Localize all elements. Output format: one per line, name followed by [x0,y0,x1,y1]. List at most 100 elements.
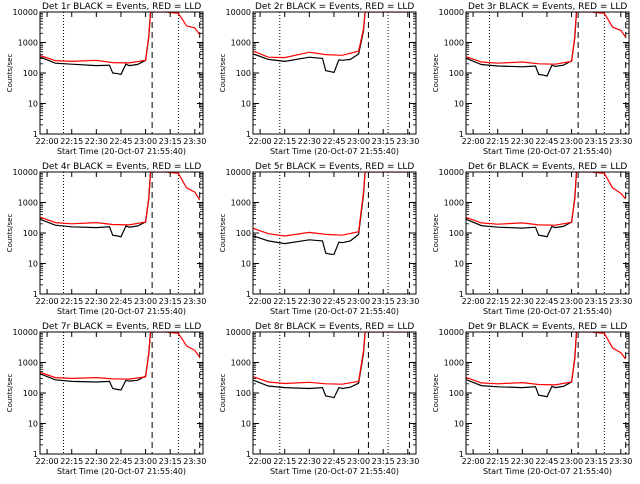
x-tick-label: 22:45 [109,137,132,146]
x-tick-label: 22:30 [511,137,534,146]
x-tick-label: 23:00 [560,137,583,146]
panel-title: Det 7r BLACK = Events, RED = LLD [42,322,201,332]
y-axis-label: Counts/sec [219,214,227,253]
plot-frame [39,11,204,135]
y-tick-label: 10000 [439,328,464,337]
y-tick-label: 1000 [18,359,38,368]
series-lld-line [466,172,627,226]
x-tick-label: 23:15 [159,137,182,146]
x-tick-label: 22:00 [462,137,485,146]
panel-5: Det 5r BLACK = Events, RED = LLD Counts/s… [219,162,419,316]
x-tick-label: 22:30 [85,137,108,146]
y-tick-label: 1 [459,290,464,299]
x-tick-label: 22:15 [273,297,296,306]
x-tick-label: 22:30 [298,297,321,306]
y-axis-label: Counts/sec [219,374,227,413]
x-tick-label: 22:00 [249,457,272,466]
x-tick-label: 22:15 [486,137,509,146]
series-events-line [466,332,578,398]
x-tick-label: 23:00 [347,457,370,466]
x-tick-label: 22:45 [109,297,132,306]
x-tick-label: 22:15 [486,457,509,466]
y-tick-label: 1 [33,130,38,139]
y-tick-label: 10000 [226,8,251,17]
x-tick-label: 23:30 [183,457,206,466]
y-tick-label: 10000 [13,168,38,177]
y-tick-label: 1000 [231,199,251,208]
series-events-line [253,172,366,255]
x-axis-label: Start Time (20-Oct-07 21:55:40) [57,307,186,316]
panel-8: Det 8r BLACK = Events, RED = LLD Counts/s… [219,322,419,476]
x-tick-label: 23:00 [134,137,157,146]
panel-9: Det 9r BLACK = Events, RED = LLD Counts/s… [432,322,632,476]
x-tick-label: 23:15 [585,297,608,306]
x-tick-label: 22:45 [535,137,558,146]
x-tick-label: 22:45 [535,457,558,466]
y-tick-label: 10000 [439,8,464,17]
x-tick-label: 22:15 [60,457,83,466]
panel-title: Det 1r BLACK = Events, RED = LLD [42,2,201,12]
x-tick-label: 23:30 [609,457,632,466]
y-tick-label: 1 [246,450,251,459]
plot-frame [465,331,630,455]
x-tick-label: 23:30 [609,297,632,306]
y-tick-label: 10000 [226,328,251,337]
x-tick-label: 22:45 [109,457,132,466]
y-tick-label: 10 [241,100,251,109]
y-axis-label: Counts/sec [6,214,14,253]
series-lld-line [253,12,413,59]
x-tick-label: 22:15 [60,297,83,306]
panel-4: Det 4r BLACK = Events, RED = LLD Counts/s… [6,162,206,316]
x-tick-label: 22:00 [462,297,485,306]
y-tick-label: 10000 [226,168,251,177]
y-tick-label: 1000 [18,199,38,208]
x-tick-label: 23:00 [134,457,157,466]
panel-title: Det 5r BLACK = Events, RED = LLD [255,162,414,172]
x-axis-label: Start Time (20-Oct-07 21:55:40) [483,147,612,156]
x-tick-label: 22:30 [85,457,108,466]
panel-title: Det 3r BLACK = Events, RED = LLD [468,2,627,12]
series-events-line [253,332,366,399]
x-tick-label: 22:00 [36,297,59,306]
series-lld-line [466,12,627,65]
x-tick-label: 23:30 [609,137,632,146]
x-tick-label: 22:00 [249,137,272,146]
plot-frame [252,171,417,295]
x-tick-label: 23:00 [134,297,157,306]
y-tick-label: 1000 [231,359,251,368]
x-tick-label: 23:30 [396,457,419,466]
panel-2: Det 2r BLACK = Events, RED = LLD Counts/s… [219,2,419,156]
x-axis-label: Start Time (20-Oct-07 21:55:40) [270,467,399,476]
y-tick-label: 10 [241,260,251,269]
y-tick-label: 1 [33,290,38,299]
x-tick-label: 22:30 [85,297,108,306]
x-axis-label: Start Time (20-Oct-07 21:55:40) [483,467,612,476]
y-tick-label: 100 [23,389,38,398]
y-tick-label: 100 [23,229,38,238]
y-tick-label: 10 [454,260,464,269]
series-events-line [466,172,578,238]
series-events-line [253,12,366,74]
plot-frame [252,331,417,455]
series-lld-line [253,172,413,237]
y-tick-label: 10 [28,420,38,429]
x-axis-label: Start Time (20-Oct-07 21:55:40) [483,307,612,316]
x-tick-label: 22:30 [511,457,534,466]
y-axis-label: Counts/sec [6,374,14,413]
panel-3: Det 3r BLACK = Events, RED = LLD Counts/s… [432,2,632,156]
x-tick-label: 22:00 [462,457,485,466]
series-events-line [40,172,152,238]
y-tick-label: 1 [459,450,464,459]
series-lld-line [40,332,201,380]
series-lld-line [40,172,201,226]
panel-title: Det 2r BLACK = Events, RED = LLD [255,2,414,12]
y-tick-label: 10000 [13,328,38,337]
x-tick-label: 23:15 [159,457,182,466]
y-axis-label: Counts/sec [432,374,440,413]
y-tick-label: 100 [449,229,464,238]
x-tick-label: 23:15 [372,137,395,146]
y-tick-label: 1 [246,290,251,299]
panel-title: Det 6r BLACK = Events, RED = LLD [468,162,627,172]
